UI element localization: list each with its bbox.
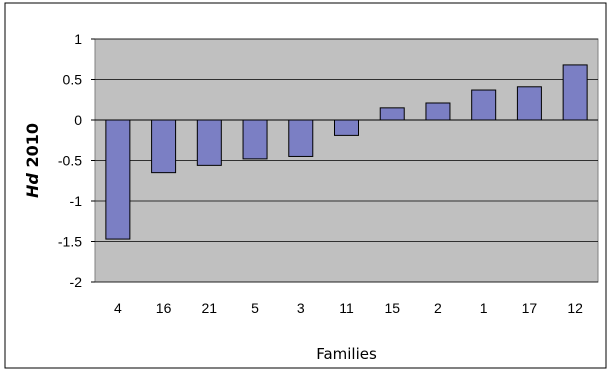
bar-12 xyxy=(562,64,588,121)
x-tick-label-1: 1 xyxy=(480,300,488,316)
bar-15 xyxy=(379,107,405,121)
x-axis-title: Families xyxy=(316,345,377,363)
y-tick-label: -1 xyxy=(70,193,83,209)
x-tick-label-21: 21 xyxy=(202,300,218,316)
x-tick-label-3: 3 xyxy=(297,300,305,316)
x-tick-label-16: 16 xyxy=(156,300,172,316)
bar-3 xyxy=(288,119,314,157)
bar-17 xyxy=(516,86,542,121)
y-tick-label: -0.5 xyxy=(58,153,82,169)
y-tick-label: 1 xyxy=(74,31,82,47)
bar-5 xyxy=(242,119,268,160)
x-tick-labels: 4 16 21 5 3 11 15 2 1 17 12 xyxy=(114,300,583,316)
y-tick-labels: 1 0.5 0 -0.5 -1 -1.5 -2 xyxy=(58,31,95,290)
bar-21 xyxy=(196,119,222,166)
bar-11 xyxy=(334,119,359,136)
x-tick-label-4: 4 xyxy=(114,300,122,316)
x-tick-label-17: 17 xyxy=(522,300,538,316)
bar-16 xyxy=(151,119,177,174)
gridlines xyxy=(95,38,598,283)
y-axis-title: Hd 2010 xyxy=(23,123,42,198)
x-tick-label-5: 5 xyxy=(251,300,259,316)
y-axis-title-rest: 2010 xyxy=(23,123,42,168)
x-tick-label-12: 12 xyxy=(567,300,583,316)
x-tick-label-11: 11 xyxy=(339,300,354,316)
y-axis-title-italic: Hd xyxy=(23,173,42,198)
y-tick-label: 0.5 xyxy=(63,72,83,88)
y-tick-label: 0 xyxy=(74,112,82,128)
bar-4 xyxy=(105,119,131,240)
y-tick-label: -2 xyxy=(70,274,83,290)
x-tick-label-15: 15 xyxy=(384,300,400,316)
y-tick-label: -1.5 xyxy=(58,234,82,250)
bar-1 xyxy=(471,89,497,121)
bar-2 xyxy=(425,102,451,121)
x-tick-label-2: 2 xyxy=(434,300,442,316)
